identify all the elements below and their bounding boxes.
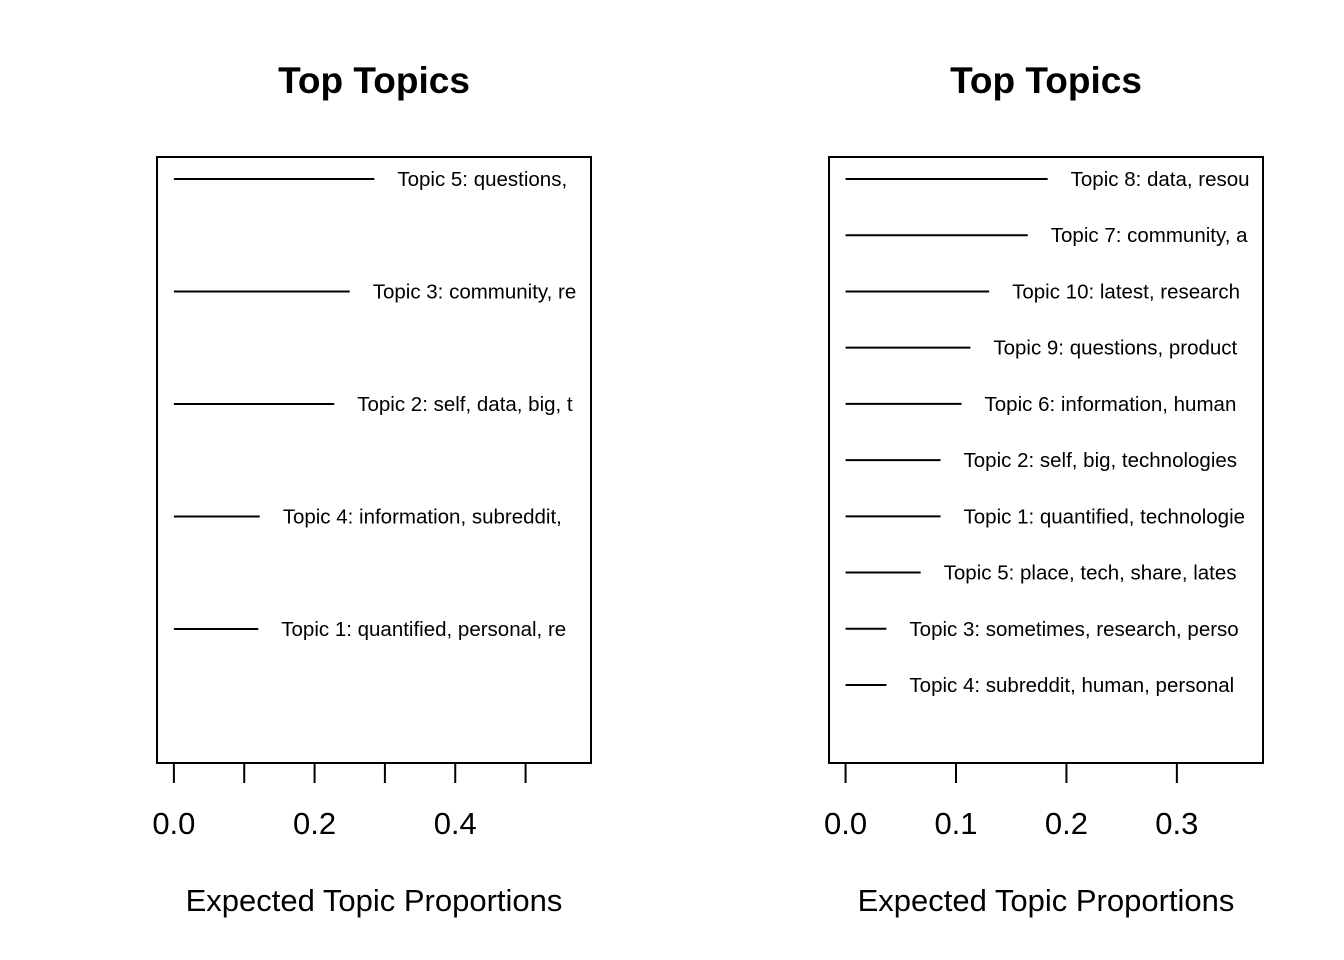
x-tick-label-5: 0.4 <box>434 806 477 841</box>
x-tick-label-3: 0.2 <box>293 806 336 841</box>
chart-title: Top Topics <box>950 60 1142 101</box>
topic-label-1: Topic 5: questions, <box>397 168 567 191</box>
topic-label-3: Topic 2: self, data, big, t <box>357 393 573 416</box>
topic-label-2: Topic 3: community, re <box>373 281 577 304</box>
topic-label-8: Topic 5: place, tech, share, lates <box>944 562 1237 585</box>
chart-panel-2: Top Topics Topic 8: data, resou Topic 7: c… <box>824 60 1264 918</box>
topic-label-1: Topic 8: data, resou <box>1071 168 1250 191</box>
topic-label-3: Topic 10: latest, research <box>1012 280 1240 303</box>
x-axis-label: Expected Topic Proportions <box>186 883 563 918</box>
topic-label-4: Topic 4: information, subreddit, <box>283 506 562 529</box>
plot-frame <box>156 156 592 764</box>
topic-label-5: Topic 1: quantified, personal, re <box>281 618 566 641</box>
chart-panel-1: Top Topics Topic 5: questions, Topic 3: c… <box>152 60 592 918</box>
topic-label-4: Topic 9: questions, product <box>993 337 1237 360</box>
x-tick-label-3: 0.2 <box>1045 806 1088 841</box>
topic-label-2: Topic 7: community, a <box>1051 224 1248 247</box>
topic-label-9: Topic 3: sometimes, research, perso <box>909 618 1238 641</box>
topic-label-5: Topic 6: information, human <box>985 393 1237 416</box>
topic-label-10: Topic 4: subreddit, human, personal <box>909 674 1234 697</box>
x-tick-label-2: 0.1 <box>934 806 977 841</box>
topic-label-7: Topic 1: quantified, technologie <box>964 505 1246 528</box>
topic-label-6: Topic 2: self, big, technologies <box>964 449 1238 472</box>
chart-title: Top Topics <box>278 60 470 101</box>
x-tick-label-1: 0.0 <box>824 806 867 841</box>
x-tick-label-1: 0.0 <box>152 806 195 841</box>
x-axis-label: Expected Topic Proportions <box>858 883 1235 918</box>
x-tick-label-4: 0.3 <box>1155 806 1198 841</box>
